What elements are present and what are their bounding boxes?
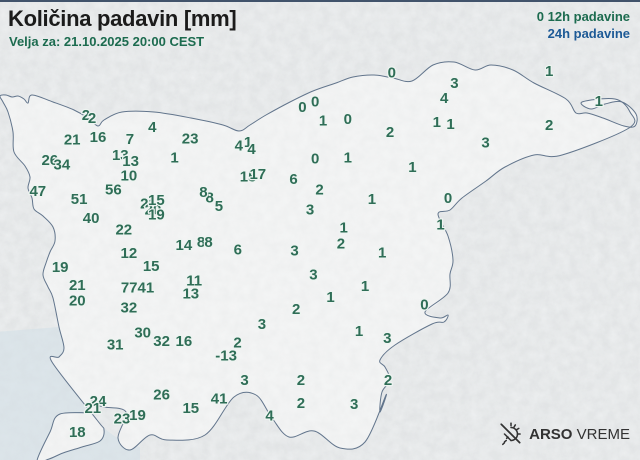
svg-text:16: 16 xyxy=(176,333,193,350)
svg-text:8: 8 xyxy=(199,184,207,201)
svg-text:6: 6 xyxy=(289,171,297,188)
svg-text:3: 3 xyxy=(383,330,391,347)
svg-text:0: 0 xyxy=(311,150,319,167)
svg-text:6: 6 xyxy=(234,242,242,259)
svg-text:4: 4 xyxy=(235,138,244,155)
svg-text:0: 0 xyxy=(420,296,428,313)
svg-text:14: 14 xyxy=(176,237,193,254)
svg-text:32: 32 xyxy=(121,299,138,316)
svg-text:1: 1 xyxy=(319,113,327,130)
svg-text:20: 20 xyxy=(69,292,86,309)
svg-text:17: 17 xyxy=(249,166,266,183)
svg-text:2: 2 xyxy=(292,301,300,318)
svg-text:2: 2 xyxy=(88,110,96,127)
svg-text:0: 0 xyxy=(388,65,396,82)
svg-text:40: 40 xyxy=(83,210,100,227)
svg-text:1: 1 xyxy=(361,278,369,295)
svg-text:3: 3 xyxy=(306,201,314,218)
svg-text:3: 3 xyxy=(309,267,317,284)
svg-text:7: 7 xyxy=(126,131,134,148)
svg-text:2: 2 xyxy=(545,117,553,134)
svg-text:5: 5 xyxy=(215,198,223,215)
svg-text:3: 3 xyxy=(450,75,458,92)
svg-text:2: 2 xyxy=(384,372,392,389)
svg-text:16: 16 xyxy=(90,129,107,146)
svg-text:-13: -13 xyxy=(215,348,237,365)
svg-text:56: 56 xyxy=(105,181,122,198)
svg-text:19: 19 xyxy=(52,259,69,276)
svg-text:0: 0 xyxy=(311,94,319,111)
svg-text:21: 21 xyxy=(84,400,101,417)
svg-text:51: 51 xyxy=(71,191,88,208)
svg-text:2: 2 xyxy=(386,124,394,141)
svg-text:3: 3 xyxy=(350,396,358,413)
svg-text:22: 22 xyxy=(115,221,132,238)
svg-text:2: 2 xyxy=(297,372,305,389)
svg-text:1: 1 xyxy=(545,63,553,80)
svg-text:10: 10 xyxy=(121,168,138,185)
svg-text:1: 1 xyxy=(340,220,348,237)
svg-text:1: 1 xyxy=(326,289,334,306)
svg-text:1: 1 xyxy=(436,217,444,234)
svg-text:1: 1 xyxy=(170,149,178,166)
svg-text:26: 26 xyxy=(153,386,170,403)
svg-text:1: 1 xyxy=(595,93,603,110)
svg-text:3: 3 xyxy=(240,372,248,389)
svg-text:47: 47 xyxy=(29,183,46,200)
svg-text:2: 2 xyxy=(297,395,305,412)
svg-text:1: 1 xyxy=(378,244,386,261)
svg-text:1: 1 xyxy=(433,114,441,131)
svg-text:32: 32 xyxy=(153,333,170,350)
svg-text:1: 1 xyxy=(368,191,376,208)
svg-text:1: 1 xyxy=(344,150,352,167)
svg-text:2: 2 xyxy=(315,181,323,198)
svg-text:34: 34 xyxy=(54,157,71,174)
svg-text:19: 19 xyxy=(129,407,146,424)
svg-text:19: 19 xyxy=(148,207,165,224)
svg-text:7741: 7741 xyxy=(121,279,154,296)
svg-text:1: 1 xyxy=(408,159,416,176)
svg-text:0: 0 xyxy=(444,190,452,207)
svg-text:13: 13 xyxy=(182,286,199,303)
svg-text:1: 1 xyxy=(446,116,454,133)
svg-text:31: 31 xyxy=(107,337,124,354)
svg-text:15: 15 xyxy=(182,400,199,417)
svg-text:4: 4 xyxy=(247,141,256,158)
svg-text:4: 4 xyxy=(440,90,449,107)
svg-text:21: 21 xyxy=(64,132,81,149)
svg-text:41: 41 xyxy=(211,391,228,408)
svg-text:12: 12 xyxy=(121,245,138,262)
svg-text:23: 23 xyxy=(114,410,131,427)
svg-text:3: 3 xyxy=(481,135,489,152)
svg-text:0: 0 xyxy=(344,111,352,128)
svg-text:8: 8 xyxy=(204,234,212,251)
svg-text:1: 1 xyxy=(355,323,363,340)
svg-text:4: 4 xyxy=(265,407,274,424)
svg-text:15: 15 xyxy=(143,258,160,275)
svg-text:3: 3 xyxy=(258,316,266,333)
svg-text:23: 23 xyxy=(182,131,199,148)
svg-text:0: 0 xyxy=(298,99,306,116)
svg-text:4: 4 xyxy=(148,119,157,136)
svg-text:2: 2 xyxy=(337,236,345,253)
svg-text:3: 3 xyxy=(290,243,298,260)
svg-text:30: 30 xyxy=(134,325,151,342)
svg-text:18: 18 xyxy=(69,424,86,441)
